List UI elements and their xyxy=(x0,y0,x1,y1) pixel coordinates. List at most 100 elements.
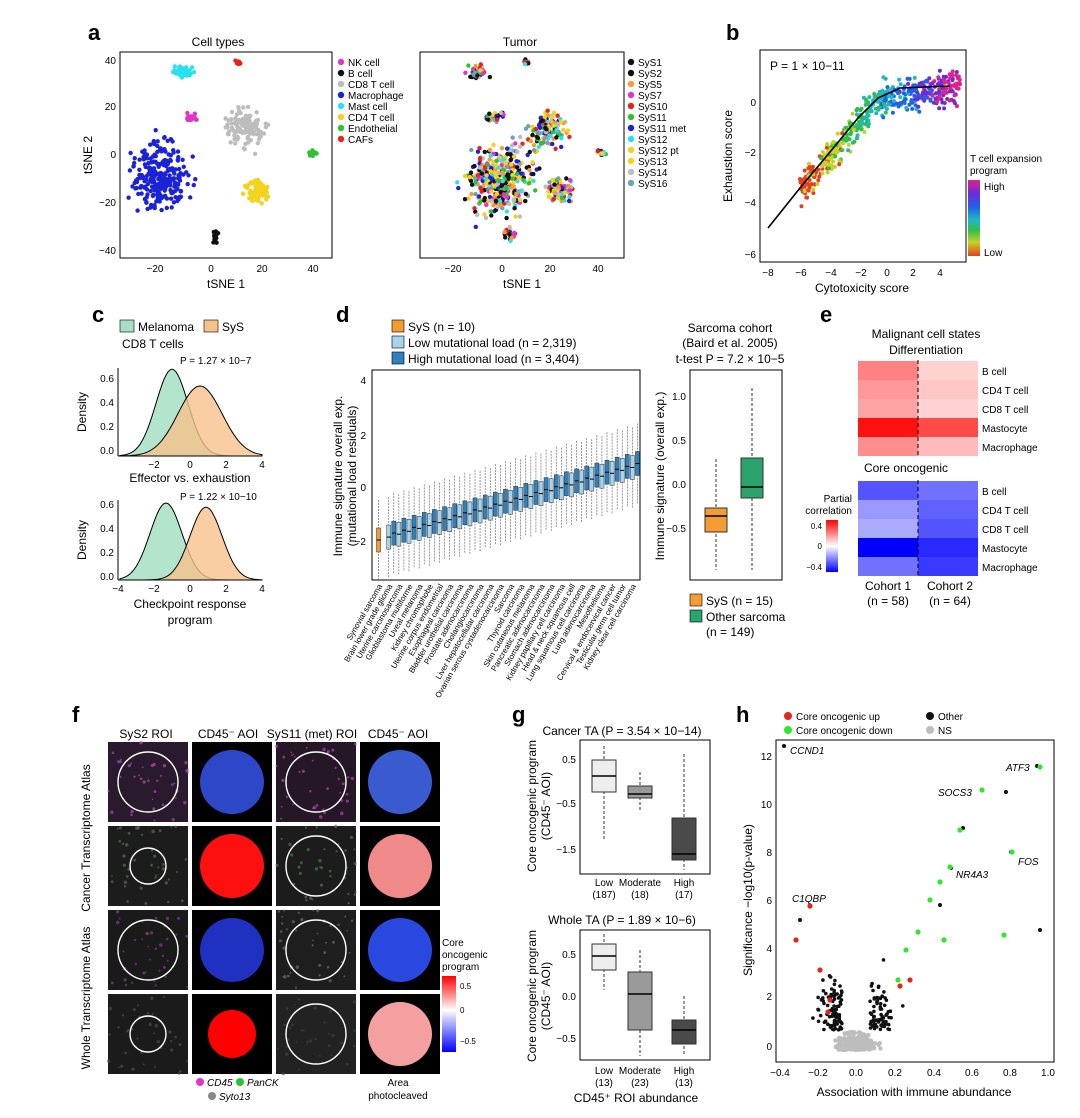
scatter-point xyxy=(807,185,812,190)
texture-dot xyxy=(344,849,348,852)
ns-point xyxy=(878,1046,883,1051)
texture-dot xyxy=(314,867,319,871)
panel-label-a: a xyxy=(88,20,101,45)
texture-dot xyxy=(282,975,285,978)
scatter-point xyxy=(912,75,917,80)
tick: −6 xyxy=(795,268,807,279)
tsne-point xyxy=(505,146,510,151)
tsne-point xyxy=(191,70,197,75)
panel-e-sub2: Core oncogenic xyxy=(864,461,948,475)
tsne-point xyxy=(518,144,523,149)
tick: −0.5 xyxy=(460,1037,476,1046)
texture-dot xyxy=(184,858,188,861)
panel-f-legend-area-1: Area xyxy=(387,1078,409,1089)
other-point xyxy=(829,992,833,997)
other-point xyxy=(823,1019,828,1023)
tsne-point xyxy=(525,152,530,158)
texture-dot xyxy=(327,1032,330,1035)
tsne-point xyxy=(546,189,551,194)
tsne-point xyxy=(156,171,161,177)
tsne-point xyxy=(149,202,154,208)
tick: −2 xyxy=(355,537,367,548)
scatter-point xyxy=(806,166,811,171)
legend-dot xyxy=(337,58,345,66)
texture-dot xyxy=(150,996,154,1000)
texture-dot xyxy=(318,1054,321,1057)
row-label: CD4 T cell xyxy=(982,386,1028,397)
texture-dot xyxy=(314,1037,317,1041)
tsne-point xyxy=(159,207,164,213)
scatter-point xyxy=(954,73,959,78)
scatter-point xyxy=(937,89,941,94)
texture-dot xyxy=(347,892,350,896)
panel-b: P = 1 × 10−11 −8 −6 −4 −2 0 2 4 0 −2 −4 … xyxy=(721,49,1042,295)
other-point xyxy=(818,1013,823,1018)
texture-dot xyxy=(316,909,320,913)
tsne-point xyxy=(139,191,144,196)
core-down-point xyxy=(927,897,933,903)
scatter-point xyxy=(824,160,829,165)
texture-dot xyxy=(293,755,296,758)
texture-dot xyxy=(319,866,322,869)
panel-g-bottom-boxes xyxy=(591,934,697,1056)
aoi-disk xyxy=(368,834,432,898)
scatter-point xyxy=(948,76,953,81)
texture-dot xyxy=(156,779,159,782)
texture-dot xyxy=(298,770,301,773)
panel-c-bottom-densities xyxy=(119,502,263,581)
tsne-point xyxy=(463,70,468,76)
texture-dot xyxy=(354,742,357,746)
tsne-point xyxy=(469,147,474,153)
tsne-point xyxy=(489,213,494,218)
panel-c-legend-sys-swatch xyxy=(203,319,219,333)
panel-a-right-axis: −20 0 20 40 xyxy=(445,264,604,275)
tsne-point xyxy=(533,126,539,132)
texture-dot xyxy=(287,974,290,978)
tsne-point xyxy=(551,123,557,128)
scatter-point xyxy=(923,89,928,93)
panel-h-gene-labels: CCND1 ATF3 SOCS3 FOS NR4A3 C1QBP xyxy=(790,746,1039,905)
tick: 40 xyxy=(307,264,319,275)
other-point xyxy=(822,1027,826,1032)
texture-dot xyxy=(116,827,119,830)
tick: 0.2 xyxy=(888,1068,902,1079)
texture-dot xyxy=(154,876,157,879)
other-point xyxy=(824,991,828,996)
texture-dot xyxy=(131,1067,135,1071)
texture-dot xyxy=(284,1052,289,1056)
scatter-point xyxy=(811,164,815,169)
texture-dot xyxy=(107,789,110,793)
texture-dot xyxy=(146,1011,150,1015)
scatter-point xyxy=(831,140,836,144)
core-down-point xyxy=(979,787,985,793)
ns-point xyxy=(858,1031,863,1036)
tsne-point xyxy=(514,159,519,164)
tsne-point xyxy=(478,165,484,170)
panel-a-left-frame xyxy=(119,51,333,259)
tick: (17) xyxy=(675,890,693,901)
tsne-point xyxy=(193,177,198,182)
panel-label-d: d xyxy=(336,302,349,327)
tsne-point xyxy=(229,109,235,115)
texture-dot xyxy=(340,811,344,816)
texture-dot xyxy=(306,1043,308,1046)
texture-dot xyxy=(163,996,166,999)
texture-dot xyxy=(150,848,154,852)
texture-dot xyxy=(121,842,125,845)
tsne-point xyxy=(240,191,246,196)
texture-dot xyxy=(153,1032,155,1035)
texture-dot xyxy=(316,932,319,935)
tsne-point xyxy=(163,193,168,198)
tick: −0.4 xyxy=(770,1068,790,1079)
texture-dot xyxy=(345,799,349,803)
ns-point xyxy=(833,1038,838,1043)
tsne-point xyxy=(249,193,254,198)
tsne-point xyxy=(184,65,189,70)
core-up-point xyxy=(807,903,813,909)
panel-d-legend-high: High mutational load (n = 3,404) xyxy=(408,352,579,366)
scatter-point xyxy=(935,99,939,104)
texture-dot xyxy=(297,998,301,1001)
tick: −2 xyxy=(148,584,160,595)
panel-c-legend-melanoma: Melanoma xyxy=(138,320,194,334)
